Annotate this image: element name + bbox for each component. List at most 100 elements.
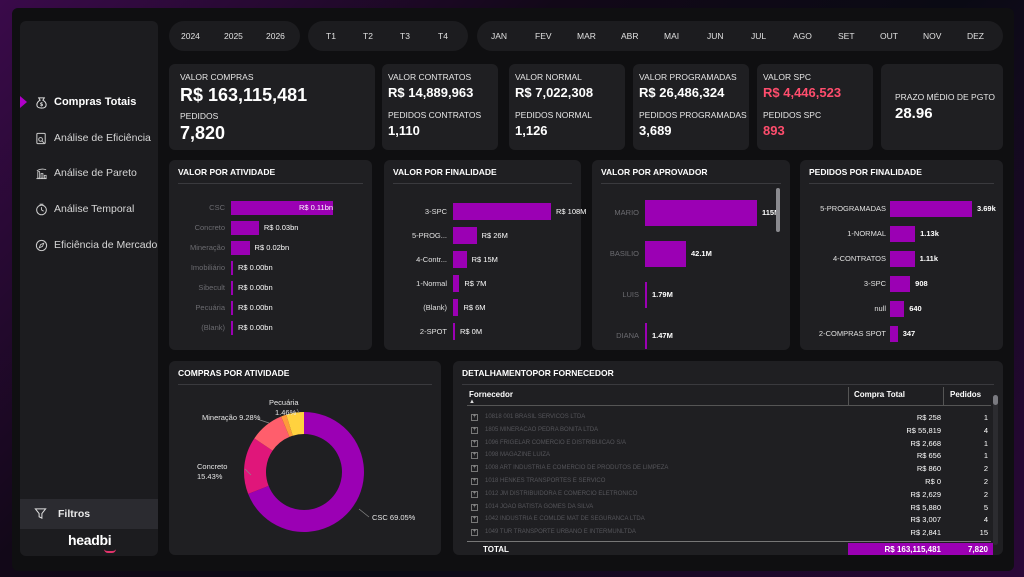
expand-row-icon[interactable]: + <box>471 478 478 485</box>
bar[interactable] <box>231 201 333 215</box>
bar[interactable] <box>453 299 459 316</box>
total-value: R$ 163,115,481 <box>884 545 942 554</box>
bar[interactable] <box>645 200 757 226</box>
nav-label: Eficiência de Mercado <box>54 239 158 251</box>
kpi-value: R$ 163,115,481 <box>180 85 308 105</box>
bar[interactable] <box>453 227 477 244</box>
donut-slice[interactable] <box>281 414 293 437</box>
quarter-t4-button[interactable]: T4 <box>438 31 448 41</box>
month-set-button[interactable]: SET <box>838 31 855 41</box>
bar[interactable] <box>890 251 915 267</box>
bar[interactable] <box>453 203 551 220</box>
bar[interactable] <box>645 323 647 349</box>
expand-row-icon[interactable]: + <box>471 490 478 498</box>
nav-item-compras-totais[interactable]: $ Compras Totais <box>20 90 158 114</box>
fornecedor-cell: 1096 FRIGELAR COMERCIO E DISTRIBUICAO S/… <box>485 439 627 446</box>
expand-row-icon[interactable]: + <box>471 503 478 511</box>
month-jan-button[interactable]: JAN <box>491 31 508 41</box>
month-dez-button[interactable]: DEZ <box>967 31 984 41</box>
bar-chart-icon <box>34 166 48 180</box>
bar[interactable] <box>231 281 233 295</box>
month-ago-button[interactable]: AGO <box>793 31 812 41</box>
quarter-t2-button[interactable]: T2 <box>363 31 373 41</box>
bar[interactable] <box>890 226 916 242</box>
pedidos-cell: 5 <box>983 502 988 512</box>
expand-row-icon[interactable]: + <box>471 414 478 421</box>
data-label: R$ 0M <box>460 326 483 336</box>
bar[interactable] <box>645 282 647 308</box>
slice-label: Mineração 9.28% <box>202 413 261 422</box>
month-mai-button[interactable]: MAI <box>664 31 680 41</box>
bar[interactable] <box>890 201 972 217</box>
bar[interactable] <box>453 251 467 268</box>
slice-label: CSC 69.05% <box>372 513 416 522</box>
scrollbar[interactable] <box>776 188 780 232</box>
nav-item-eficiencia-mercado[interactable]: Eficiência de Mercado <box>20 233 158 257</box>
donut-slice[interactable] <box>286 412 304 436</box>
kpi-contratos-card: VALOR CONTRATOS R$ 14,889,963 PEDIDOS CO… <box>382 64 498 150</box>
bar[interactable] <box>231 261 233 275</box>
bar[interactable] <box>890 301 905 317</box>
category-label: 2-SPOT <box>419 326 447 336</box>
filters-label: Filtros <box>58 508 91 520</box>
panel-title: COMPRAS POR ATIVIDADE <box>178 368 290 378</box>
table-scrollbar-track[interactable] <box>993 395 998 545</box>
year-2025-button[interactable]: 2025 <box>224 31 243 41</box>
bar[interactable] <box>231 241 250 255</box>
quarter-t3-button[interactable]: T3 <box>400 31 410 41</box>
month-out-button[interactable]: OUT <box>880 31 898 41</box>
kpi-label: PEDIDOS PROGRAMADAS <box>639 110 747 120</box>
nav-item-analise-eficiencia[interactable]: Análise de Eficiência <box>20 126 158 150</box>
expand-row-icon[interactable]: + <box>471 465 478 473</box>
column-header-pedidos[interactable]: Pedidos <box>950 390 982 399</box>
slice-label: Pecuária 1.46% <box>269 398 299 417</box>
data-label: 347 <box>902 329 916 338</box>
month-nov-button[interactable]: NOV <box>923 31 942 41</box>
headbi-logo: headbi <box>68 532 112 548</box>
nav-label: Compras Totais <box>54 96 137 108</box>
year-2024-button[interactable]: 2024 <box>181 31 200 41</box>
table-scrollbar-thumb[interactable] <box>993 395 998 405</box>
month-fev-button[interactable]: FEV <box>535 31 552 41</box>
sort-arrow-icon[interactable]: ▲ <box>469 399 475 405</box>
bar[interactable] <box>231 301 233 315</box>
bar[interactable] <box>231 221 259 235</box>
bar[interactable] <box>453 275 460 292</box>
fornecedor-cell: 1098 MAGAZINE LUIZA <box>485 452 551 459</box>
kpi-value-alert: 893 <box>763 123 785 138</box>
month-jun-button[interactable]: JUN <box>707 31 724 41</box>
compra-total-cell: R$ 2,668 <box>910 438 941 448</box>
bar[interactable] <box>890 276 911 292</box>
filters-button[interactable]: Filtros <box>20 499 158 529</box>
nav-label: Análise Temporal <box>54 203 135 215</box>
kpi-label: VALOR COMPRAS <box>180 72 254 82</box>
expand-row-icon[interactable]: + <box>471 516 478 524</box>
quarter-t1-button[interactable]: T1 <box>326 31 336 41</box>
donut-slice[interactable] <box>248 412 364 532</box>
year-2026-button[interactable]: 2026 <box>266 31 285 41</box>
data-label: R$ 15M <box>471 254 498 264</box>
month-mar-button[interactable]: MAR <box>577 31 596 41</box>
donut-slice[interactable] <box>254 416 290 451</box>
column-header-compra-total[interactable]: Compra Total <box>854 390 905 399</box>
month-abr-button[interactable]: ABR <box>621 31 639 41</box>
fornecedor-cell: 10818 001 BRASIL SERVICOS LTDA <box>485 414 586 420</box>
bar[interactable] <box>453 323 455 340</box>
column-header-fornecedor[interactable]: Fornecedor <box>469 390 514 399</box>
bar[interactable] <box>645 241 686 267</box>
expand-row-icon[interactable]: + <box>471 426 478 434</box>
nav-item-analise-temporal[interactable]: Análise Temporal <box>20 197 158 221</box>
compra-total-cell: R$ 2,841 <box>910 528 941 538</box>
quarter-filter: T1 T2 T3 T4 <box>308 21 468 51</box>
expand-row-icon[interactable]: + <box>471 452 478 460</box>
expand-row-icon[interactable]: + <box>471 529 478 537</box>
bar[interactable] <box>231 321 233 335</box>
panel-title: VALOR POR FINALIDADE <box>393 167 497 177</box>
bar[interactable] <box>890 326 898 342</box>
data-label: 42.1M <box>691 249 712 258</box>
category-label: CSC <box>209 203 225 212</box>
donut-slice[interactable] <box>244 438 273 494</box>
nav-item-analise-pareto[interactable]: Análise de Pareto <box>20 161 158 185</box>
expand-row-icon[interactable]: + <box>471 439 478 447</box>
month-jul-button[interactable]: JUL <box>751 31 767 41</box>
